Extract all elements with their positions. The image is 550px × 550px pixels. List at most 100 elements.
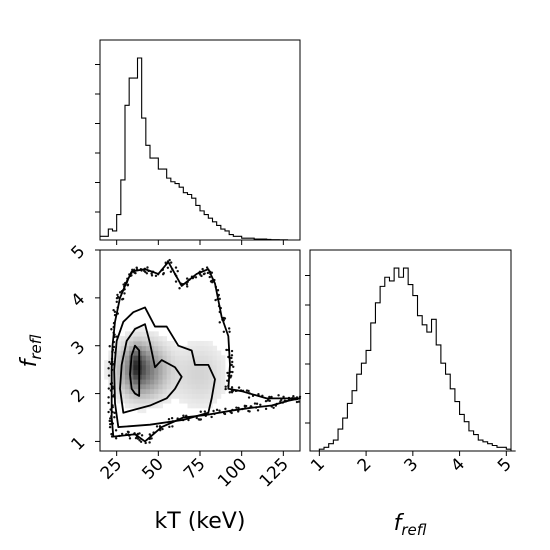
density-cell xyxy=(175,384,180,390)
sample-point xyxy=(135,266,138,269)
density-cell xyxy=(162,336,168,342)
sample-point xyxy=(256,409,260,412)
sample-point xyxy=(218,321,221,324)
density-cell xyxy=(216,350,222,356)
density-cell xyxy=(120,374,126,380)
density-cell xyxy=(116,384,122,390)
density-cell xyxy=(150,364,155,371)
density-cell xyxy=(154,364,159,371)
density-cell xyxy=(158,340,163,347)
density-cell xyxy=(204,374,209,380)
density-cell xyxy=(191,350,197,356)
density-cell xyxy=(187,384,193,390)
sample-point xyxy=(166,266,170,269)
sample-point xyxy=(264,407,268,411)
density-cell xyxy=(200,379,205,385)
density-cell xyxy=(120,336,126,342)
density-cell xyxy=(145,398,151,404)
density-cell xyxy=(116,355,122,361)
density-cell xyxy=(150,388,155,394)
hist-frefl-frame xyxy=(309,249,512,452)
density-cell xyxy=(187,369,193,375)
sample-point xyxy=(232,365,235,368)
plot-fills xyxy=(104,326,226,414)
density-cell xyxy=(179,369,184,375)
density-cell xyxy=(179,388,184,394)
density-cell xyxy=(170,379,176,385)
sample-point xyxy=(148,441,151,444)
axis-ticks xyxy=(95,64,507,456)
sample-point xyxy=(230,411,233,415)
density-cell xyxy=(216,374,222,380)
density-cell xyxy=(204,345,209,351)
sample-point xyxy=(222,330,226,334)
density-cell xyxy=(175,374,180,380)
sample-point xyxy=(230,354,234,357)
density-cell xyxy=(200,384,205,390)
density-cell xyxy=(212,388,218,394)
density-cell xyxy=(137,340,143,347)
density-cell xyxy=(116,374,122,380)
density-cell xyxy=(108,369,113,375)
density-cell xyxy=(158,345,163,351)
density-cell xyxy=(129,340,134,347)
density-cell xyxy=(116,398,122,404)
plot-lines xyxy=(100,57,516,452)
density-cell xyxy=(216,369,222,375)
density-cell xyxy=(175,345,180,351)
density-cell xyxy=(200,374,205,380)
density-cell xyxy=(137,331,143,337)
density-cell xyxy=(170,340,176,347)
sample-point xyxy=(268,399,271,403)
sample-point xyxy=(127,430,130,434)
sample-point xyxy=(107,410,110,414)
sample-point xyxy=(222,316,225,320)
density-cell xyxy=(125,369,130,375)
density-cell xyxy=(166,350,172,356)
density-cell xyxy=(166,369,172,375)
density-cell xyxy=(175,355,180,361)
density-cell xyxy=(158,350,163,356)
sample-point xyxy=(257,393,260,396)
density-cell xyxy=(154,398,159,404)
sample-point xyxy=(230,363,233,367)
density-cell xyxy=(133,336,138,342)
sample-point xyxy=(248,410,251,413)
density-cell xyxy=(216,384,222,390)
density-cell xyxy=(116,345,122,351)
density-cell xyxy=(162,355,168,361)
density-cell xyxy=(125,388,130,394)
density-cell xyxy=(104,360,109,366)
density-cell xyxy=(162,388,168,394)
density-cell xyxy=(195,355,201,361)
density-cell xyxy=(187,350,193,356)
density-cell xyxy=(154,403,159,409)
density-cell xyxy=(116,350,122,356)
density-cell xyxy=(158,355,163,361)
sample-point xyxy=(199,410,202,413)
density-cell xyxy=(141,384,147,390)
sample-point xyxy=(185,277,189,280)
density-cell xyxy=(150,340,155,347)
density-cell xyxy=(154,384,159,390)
density-cell xyxy=(158,388,163,394)
sample-point xyxy=(201,267,204,271)
sample-point xyxy=(113,411,116,415)
density-cell xyxy=(183,369,188,375)
sample-point xyxy=(178,287,181,290)
density-cell xyxy=(208,355,213,361)
density-cell xyxy=(220,364,226,371)
contour-level-1 xyxy=(129,344,141,397)
sample-point xyxy=(116,293,119,297)
density-cell xyxy=(150,374,155,380)
sample-point xyxy=(297,400,300,403)
sample-point xyxy=(174,280,178,283)
density-cell xyxy=(137,336,143,342)
sample-point xyxy=(110,328,113,331)
density-cell xyxy=(191,340,197,347)
sample-point xyxy=(194,276,198,279)
density-cell xyxy=(129,393,134,399)
density-cell xyxy=(212,350,218,356)
sample-point xyxy=(226,379,229,382)
density-cell xyxy=(187,364,193,371)
